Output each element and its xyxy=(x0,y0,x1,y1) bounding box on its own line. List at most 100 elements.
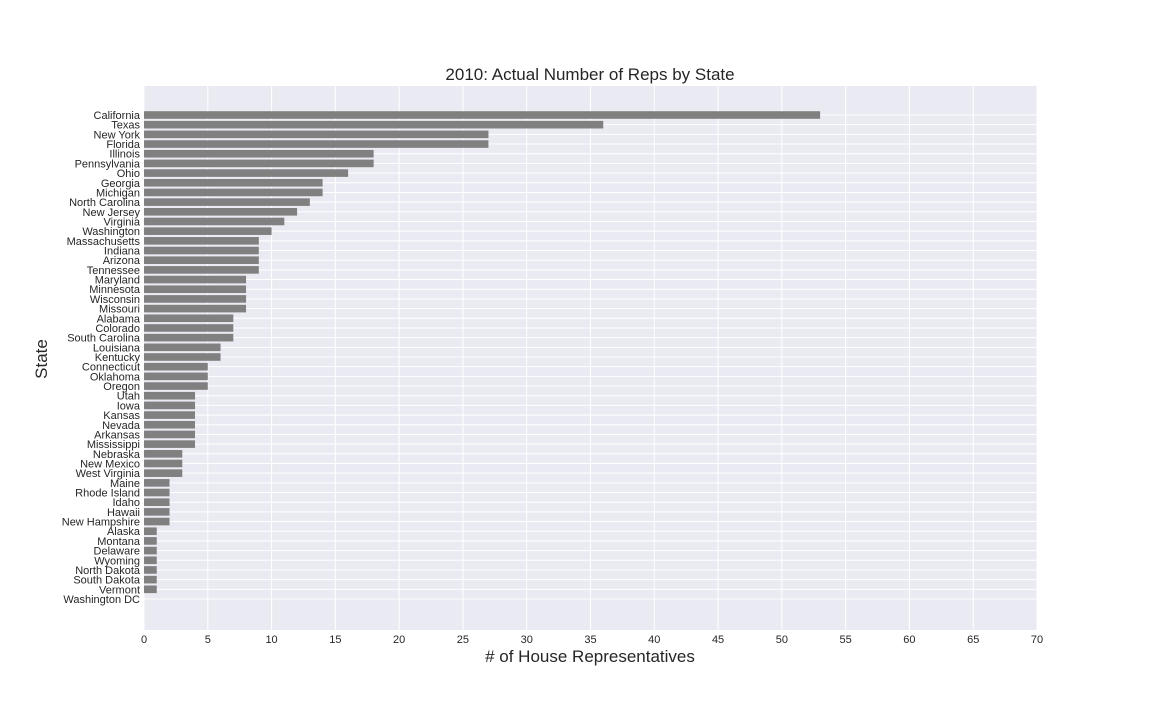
bar xyxy=(144,353,221,361)
x-tick-label: 30 xyxy=(521,634,533,646)
y-tick-label: Oregon xyxy=(103,381,140,393)
y-tick-label: Idaho xyxy=(112,497,140,509)
y-tick-label: Missouri xyxy=(99,304,140,316)
x-tick-label: 50 xyxy=(776,634,788,646)
bars xyxy=(144,111,821,594)
y-tick-label: Utah xyxy=(117,391,140,403)
bar xyxy=(144,256,259,264)
y-tick-label: Delaware xyxy=(94,546,140,558)
y-tick-label: Mississippi xyxy=(87,439,140,451)
y-tick-label: South Dakota xyxy=(73,575,141,587)
bar xyxy=(144,159,374,168)
bar xyxy=(144,585,157,594)
bar xyxy=(144,169,349,177)
y-tick-label: Rhode Island xyxy=(75,488,140,500)
x-tick-label: 10 xyxy=(265,634,277,646)
x-axis-label: # of House Representatives xyxy=(485,647,695,666)
x-tick-label: 20 xyxy=(393,634,405,646)
bar xyxy=(144,479,170,487)
x-tick-label: 60 xyxy=(903,634,915,646)
bar xyxy=(144,324,234,332)
y-tick-label: North Carolina xyxy=(69,197,141,209)
y-tick-label: Vermont xyxy=(99,584,140,596)
bar xyxy=(144,111,821,119)
y-tick-label: Kentucky xyxy=(95,352,141,364)
x-tick-label: 65 xyxy=(967,634,979,646)
bar xyxy=(144,130,489,139)
chart-title: 2010: Actual Number of Reps by State xyxy=(445,65,734,84)
y-tick-label: Connecticut xyxy=(82,362,140,374)
bar xyxy=(144,372,208,381)
bar xyxy=(144,304,247,313)
y-tick-label: Georgia xyxy=(101,178,141,190)
bar xyxy=(144,391,196,400)
y-tick-label: Nevada xyxy=(102,420,141,432)
y-tick-label: South Carolina xyxy=(67,333,141,345)
y-tick-label: New Mexico xyxy=(80,458,140,470)
x-tick-label: 15 xyxy=(329,634,341,646)
x-tick-label: 25 xyxy=(457,634,469,646)
bar xyxy=(144,188,323,197)
y-axis-label: State xyxy=(32,339,51,379)
bar xyxy=(144,537,157,545)
x-tick-label: 40 xyxy=(648,634,660,646)
y-tick-label: Oklahoma xyxy=(90,371,141,383)
bar xyxy=(144,411,196,419)
y-tick-label: Colorado xyxy=(95,323,140,335)
x-tick-label: 0 xyxy=(141,634,147,646)
bar xyxy=(144,527,157,536)
x-tick-label: 55 xyxy=(840,634,852,646)
bar xyxy=(144,401,196,410)
y-tick-label: Wisconsin xyxy=(90,294,140,306)
y-tick-label: Hawaii xyxy=(107,507,140,519)
bar xyxy=(144,246,259,255)
y-tick-label: Washington DC xyxy=(63,594,140,606)
bar xyxy=(144,343,221,352)
bar xyxy=(144,149,374,158)
bar xyxy=(144,314,234,323)
y-tick-label: Maryland xyxy=(95,275,140,287)
bar xyxy=(144,178,323,187)
y-tick-label: New Hampshire xyxy=(62,517,140,529)
bar xyxy=(144,498,170,506)
bar xyxy=(144,469,183,477)
y-tick-label: Kansas xyxy=(103,410,140,422)
bar xyxy=(144,295,247,303)
y-tick-label: North Dakota xyxy=(75,565,141,577)
bar xyxy=(144,566,157,574)
bar xyxy=(144,198,310,206)
y-tick-label: Massachusetts xyxy=(67,236,141,248)
y-tick-label: Virginia xyxy=(104,216,141,228)
y-tick-label: Montana xyxy=(97,536,141,548)
y-tick-label: Nebraska xyxy=(93,449,141,461)
bar xyxy=(144,227,272,235)
y-tick-label: New Jersey xyxy=(83,207,141,219)
bar xyxy=(144,430,196,439)
bar xyxy=(144,275,247,284)
bar xyxy=(144,382,208,390)
bar xyxy=(144,140,489,148)
bar xyxy=(144,556,157,565)
bar xyxy=(144,575,157,584)
x-tick-labels: 0 5 10 15 20 25 30 35 40 45 50 55 60 65 70 xyxy=(141,634,1043,646)
y-tick-label: Florida xyxy=(106,139,141,151)
bar xyxy=(144,546,157,555)
y-tick-label: Pennsylvania xyxy=(75,158,141,170)
y-tick-label: Wyoming xyxy=(94,555,140,567)
x-tick-label: 45 xyxy=(712,634,724,646)
bar xyxy=(144,508,170,516)
y-tick-label: Illinois xyxy=(109,149,140,161)
y-tick-label: Arizona xyxy=(103,255,141,267)
bar xyxy=(144,208,298,216)
y-tick-label: Arkansas xyxy=(94,429,140,441)
y-tick-label: Alaska xyxy=(107,526,141,538)
x-tick-label: 5 xyxy=(205,634,211,646)
y-tick-label: Washington xyxy=(82,226,140,238)
y-tick-label: Maine xyxy=(110,478,140,490)
y-tick-label: Ohio xyxy=(117,168,140,180)
bar xyxy=(144,237,259,245)
bar xyxy=(144,488,170,497)
y-tick-label: Texas xyxy=(111,120,140,132)
